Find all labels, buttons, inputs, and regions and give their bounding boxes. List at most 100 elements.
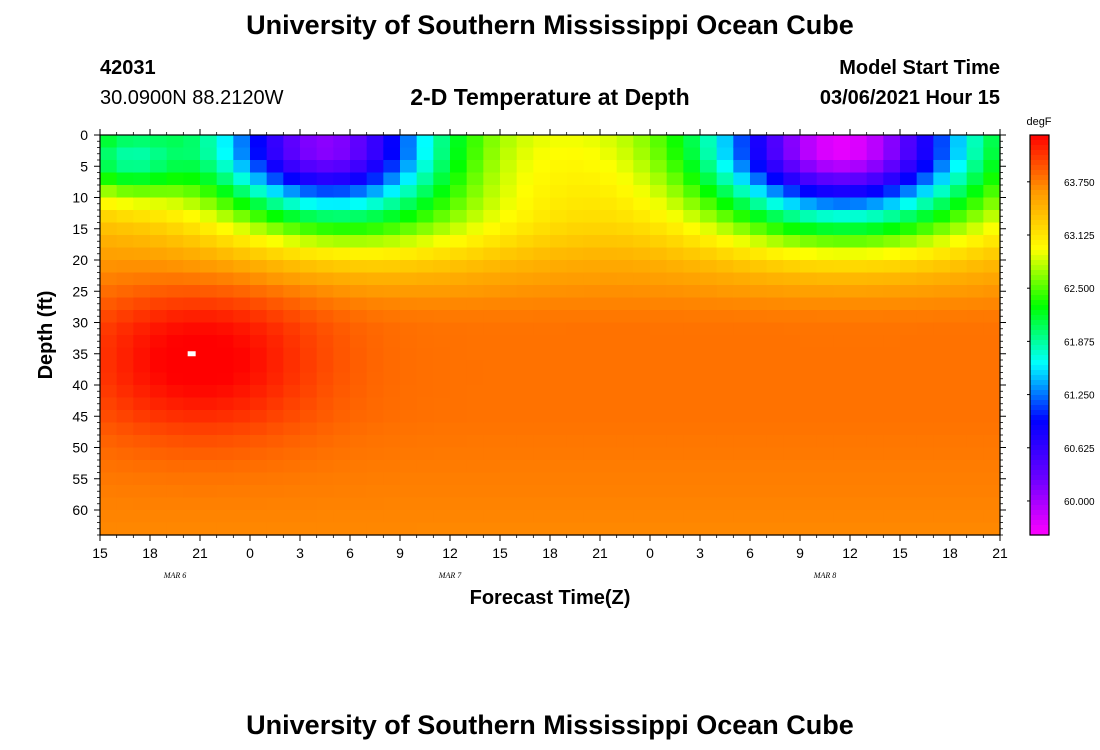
heatmap-cell [283,147,301,161]
heatmap-cell [433,485,451,499]
heatmap-cell [816,260,834,274]
heatmap-cell [383,347,401,361]
heatmap-cell [566,147,584,161]
heatmap-cell [333,435,351,449]
heatmap-cell [650,447,668,461]
colorbar-segment [1030,365,1049,371]
heatmap-cell [533,210,551,224]
heatmap-cell [233,522,251,536]
heatmap-cell [333,410,351,424]
heatmap-cell [783,360,801,374]
heatmap-cell [933,472,951,486]
heatmap-cell [766,360,784,374]
colorbar-segment [1030,355,1049,361]
heatmap-cell [200,135,218,149]
heatmap-cell [983,197,1001,211]
heatmap-cell [933,385,951,399]
heatmap-cell [350,497,368,511]
heatmap-cell [216,510,234,524]
heatmap-cell [816,310,834,324]
heatmap-cell [700,335,718,349]
heatmap-cell [650,510,668,524]
heatmap-cell [350,285,368,299]
heatmap-cell [566,447,584,461]
heatmap-cell [666,285,684,299]
heatmap-cell [250,260,268,274]
heatmap-cell [383,360,401,374]
heatmap-cell [416,397,434,411]
heatmap-cell [400,472,418,486]
heatmap-cell [650,472,668,486]
colorbar-unit: degF [1026,116,1051,128]
heatmap-cell [166,372,184,386]
heatmap-cell [300,372,318,386]
x-tick-label: 0 [246,545,254,561]
heatmap-cell [100,247,118,261]
heatmap-cell [750,372,768,386]
heatmap-cell [200,422,218,436]
heatmap-cell [166,172,184,186]
heatmap-cell [416,260,434,274]
heatmap-cell [316,447,334,461]
heatmap-cell [666,347,684,361]
heatmap-cell [616,235,634,249]
heatmap-cell [783,247,801,261]
heatmap-cell [566,472,584,486]
y-tick-label: 60 [72,502,88,518]
heatmap-cell [433,447,451,461]
heatmap-cell [116,422,134,436]
heatmap-cell [233,410,251,424]
heatmap-cell [916,335,934,349]
x-tick-label: 12 [442,545,458,561]
heatmap-cell [300,185,318,199]
heatmap-cell [950,435,968,449]
heatmap-cell [183,447,201,461]
heatmap-cell [950,497,968,511]
colorbar-segment [1030,175,1049,181]
heatmap-cell [200,235,218,249]
heatmap-cell [183,322,201,336]
heatmap-cell [666,247,684,261]
heatmap-cell [566,372,584,386]
heatmap-cell [266,385,284,399]
heatmap-cell [883,135,901,149]
heatmap-cell [150,422,168,436]
heatmap-cell [116,397,134,411]
heatmap-cell [383,460,401,474]
heatmap-cell [316,260,334,274]
heatmap-cell [383,485,401,499]
heatmap-cell [616,272,634,286]
colorbar-tick-label: 60.000 [1064,497,1095,508]
heatmap-cell [133,485,151,499]
heatmap-cell [616,472,634,486]
heatmap-cell [133,272,151,286]
heatmap-cell [783,172,801,186]
heatmap-cell [283,310,301,324]
heatmap-cell [833,410,851,424]
heatmap-cell [866,197,884,211]
heatmap-cell [333,297,351,311]
heatmap-cell [116,497,134,511]
heatmap-cell [600,460,618,474]
heatmap-cell [283,335,301,349]
heatmap-cell [900,435,918,449]
y-tick-label: 15 [72,221,88,237]
heatmap-cell [250,160,268,174]
heatmap-cell [600,247,618,261]
heatmap-cell [266,360,284,374]
heatmap-cell [783,272,801,286]
colorbar-tick-label: 61.875 [1064,337,1095,348]
heatmap-cell [116,347,134,361]
heatmap-cell [166,435,184,449]
colorbar-segment [1030,430,1049,436]
heatmap-cell [533,147,551,161]
heatmap-cell [600,135,618,149]
heatmap-cell [266,222,284,236]
heatmap-cell [316,310,334,324]
heatmap-cell [250,210,268,224]
x-tick-label: 15 [492,545,508,561]
heatmap-cell [833,197,851,211]
heatmap-cell [166,235,184,249]
heatmap-cell [350,197,368,211]
heatmap-cell [116,335,134,349]
